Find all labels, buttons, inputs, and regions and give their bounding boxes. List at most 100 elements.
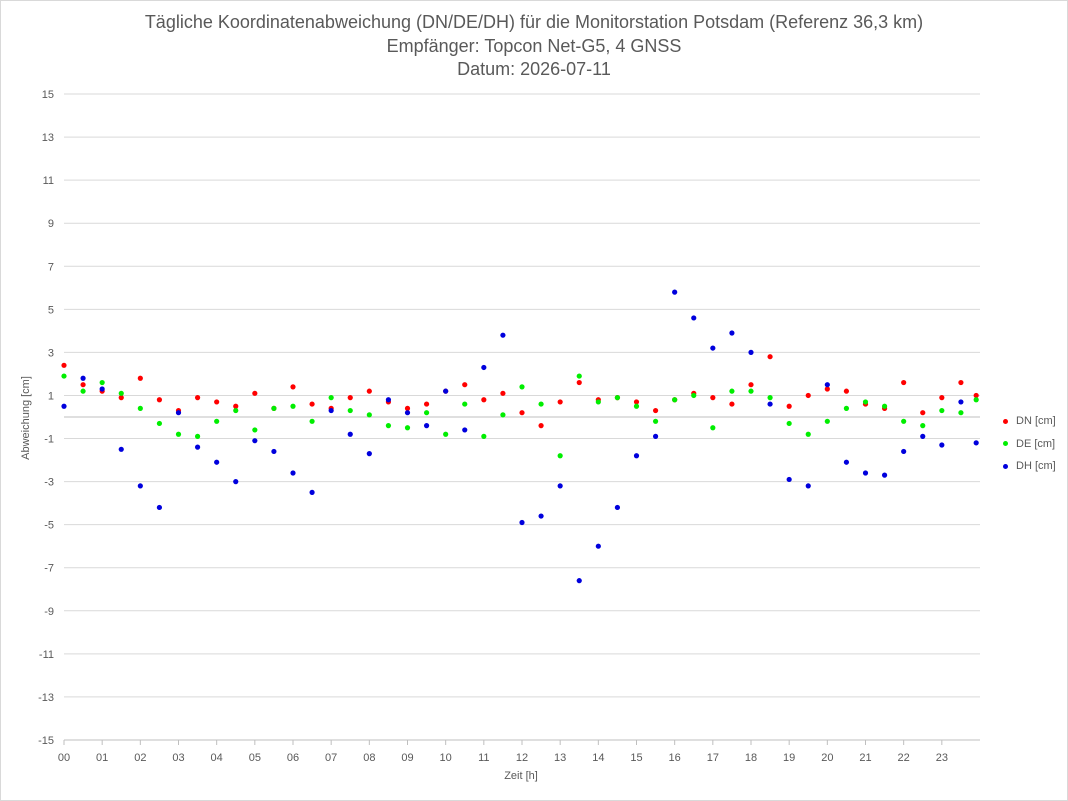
point-dh bbox=[614, 504, 621, 511]
x-tick-label: 16 bbox=[669, 752, 681, 764]
y-tick-label: 7 bbox=[48, 261, 54, 273]
point-de bbox=[958, 410, 964, 416]
point-dh bbox=[194, 444, 201, 450]
x-tick-label: 05 bbox=[249, 752, 261, 764]
point-de bbox=[233, 407, 239, 414]
point-dn bbox=[973, 392, 979, 399]
point-dn bbox=[80, 382, 86, 388]
point-dh bbox=[595, 543, 601, 549]
point-dn bbox=[538, 423, 544, 429]
y-axis-label: Abweichung [cm] bbox=[20, 376, 32, 460]
x-tick-label: 08 bbox=[363, 752, 375, 764]
point-dh bbox=[748, 349, 754, 355]
point-de bbox=[175, 431, 182, 437]
y-tick-label: 9 bbox=[48, 218, 54, 230]
point-dh bbox=[462, 427, 468, 433]
point-dh bbox=[252, 438, 258, 444]
point-dh bbox=[309, 489, 315, 495]
point-de bbox=[443, 431, 449, 437]
point-de bbox=[328, 395, 334, 401]
data-points bbox=[61, 289, 979, 584]
point-dn bbox=[500, 390, 506, 396]
point-dh bbox=[862, 470, 869, 476]
point-dh bbox=[973, 440, 979, 446]
point-de bbox=[710, 425, 716, 431]
point-de bbox=[99, 379, 105, 386]
point-dn bbox=[194, 395, 201, 401]
point-dh bbox=[920, 433, 926, 439]
point-dh bbox=[691, 315, 697, 321]
point-dn bbox=[786, 403, 792, 409]
point-de bbox=[194, 433, 201, 439]
y-tick-labels: 15 13 11 9 7 5 3 1 -1 -3 -5 -7 -9 -11 -13 -15 bbox=[38, 89, 54, 747]
point-dn bbox=[824, 386, 830, 392]
point-dh bbox=[61, 403, 67, 409]
point-de bbox=[576, 373, 582, 379]
point-dh bbox=[271, 448, 277, 455]
point-dh bbox=[729, 330, 735, 336]
x-tick-label: 17 bbox=[707, 752, 719, 764]
point-dh bbox=[233, 479, 239, 485]
x-tick-label: 06 bbox=[287, 752, 299, 764]
chart-subtitle-date: Datum: 2026-07-11 bbox=[457, 59, 611, 79]
point-dh bbox=[881, 472, 888, 478]
point-dn bbox=[118, 395, 124, 401]
point-dh bbox=[500, 332, 506, 338]
point-de bbox=[843, 405, 850, 411]
point-dn bbox=[404, 405, 411, 411]
point-dh bbox=[214, 459, 220, 465]
legend-label-dn: DN [cm] bbox=[1016, 415, 1056, 428]
legend-marker-de bbox=[1003, 441, 1008, 447]
point-dn bbox=[633, 399, 640, 405]
point-dh bbox=[805, 483, 811, 489]
point-de bbox=[481, 433, 487, 439]
y-tick-label: -13 bbox=[38, 692, 54, 704]
point-de bbox=[271, 405, 277, 411]
point-dn bbox=[920, 410, 926, 416]
point-dn bbox=[214, 399, 220, 405]
point-dn bbox=[843, 388, 850, 394]
point-de bbox=[748, 388, 754, 394]
point-de bbox=[652, 418, 659, 424]
point-dh bbox=[328, 407, 334, 414]
point-dh bbox=[633, 453, 640, 459]
point-de bbox=[156, 420, 163, 427]
point-de bbox=[423, 410, 430, 416]
point-de bbox=[252, 427, 258, 433]
point-dh bbox=[519, 519, 525, 526]
y-tick-label: -3 bbox=[44, 477, 54, 489]
x-tick-label: 03 bbox=[172, 752, 184, 764]
point-dh bbox=[175, 410, 182, 416]
point-dn bbox=[652, 407, 659, 414]
point-de bbox=[672, 397, 678, 403]
point-dn bbox=[557, 399, 563, 405]
point-dn bbox=[347, 395, 353, 401]
legend-item-dn[interactable]: DN [cm] bbox=[1003, 410, 1065, 433]
legend-item-dh[interactable]: DH [cm] bbox=[1003, 455, 1065, 478]
point-dh bbox=[404, 410, 411, 416]
point-dh bbox=[958, 399, 964, 405]
point-dn bbox=[748, 382, 754, 388]
point-de bbox=[729, 388, 735, 394]
legend-marker-dh bbox=[1003, 463, 1008, 469]
point-dh bbox=[443, 388, 449, 394]
point-dn bbox=[137, 375, 143, 381]
point-de bbox=[939, 407, 945, 414]
x-tick-labels: 00 01 02 03 04 05 06 07 08 09 10 11 12 13 14 15 16 17 18 19… bbox=[58, 752, 948, 764]
legend-item-de[interactable]: DE [cm] bbox=[1003, 433, 1065, 456]
x-tick-label: 20 bbox=[821, 752, 833, 764]
x-tick-label: 15 bbox=[630, 752, 642, 764]
point-dh bbox=[557, 483, 563, 489]
point-dn bbox=[156, 397, 163, 403]
x-tick-label: 23 bbox=[936, 752, 948, 764]
y-tick-label: -15 bbox=[38, 735, 54, 747]
point-de bbox=[214, 418, 220, 424]
point-dh bbox=[481, 364, 487, 371]
point-dn bbox=[462, 382, 468, 388]
point-de bbox=[61, 373, 67, 379]
point-dh bbox=[576, 578, 582, 584]
legend-label-de: DE [cm] bbox=[1016, 437, 1056, 450]
point-de bbox=[557, 453, 563, 459]
point-de bbox=[309, 418, 315, 424]
x-tick-label: 22 bbox=[898, 752, 910, 764]
